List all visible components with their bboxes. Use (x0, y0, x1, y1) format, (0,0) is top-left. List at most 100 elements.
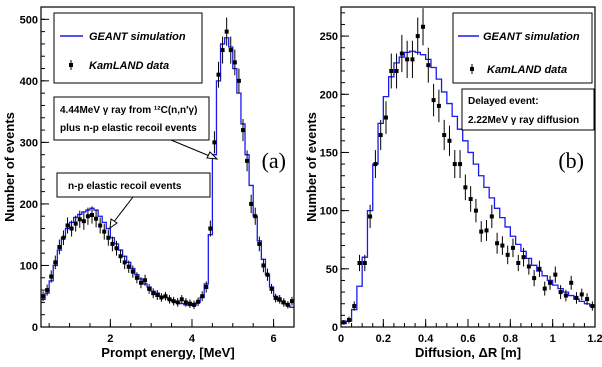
panel-b-data-marker (585, 297, 590, 302)
panel-b-ticks: 0 0.2 0.4 0.6 0.8 1 1.2 0 50 100 150 200 250 (320, 12, 602, 345)
panel-b-data-marker (426, 63, 431, 68)
panel-a-y-tick-label: 100 (20, 260, 38, 272)
panel-a-data-point (216, 61, 221, 88)
panel-a-y-tick-label: 0 (32, 322, 38, 334)
panel-a-ticks: 2 4 6 0 100 200 300 400 500 (20, 6, 295, 345)
panel-b-data-marker (574, 295, 579, 300)
panel-b-legend-data-label: KamLAND data (487, 64, 567, 76)
panel-a-data-marker (277, 297, 282, 302)
panel-b-data-point (431, 83, 436, 117)
panel-b-data-point (436, 89, 441, 123)
panel-b-data-marker (341, 320, 346, 325)
panel-a-data-marker (265, 272, 270, 277)
panel-b-data-marker (394, 69, 399, 73)
panel-a-data-marker (45, 288, 50, 293)
panel-b-data-point (569, 275, 574, 290)
panel-b-y-axis-label: Number of events (304, 112, 319, 222)
panel-b-data-marker (500, 243, 505, 248)
panel-a-data-marker (179, 297, 184, 302)
panel-a-data-point (200, 291, 205, 302)
panel-b-data-point (442, 119, 447, 151)
panel-a-data-point (163, 291, 168, 301)
panel-a-data-marker (208, 226, 213, 231)
panel-b-data-point (553, 266, 558, 283)
panel-b-y-tick-label: 250 (320, 31, 338, 43)
panel-a-annotation-recoil: n-p elastic recoil events (56, 172, 211, 230)
panel-a-data-marker (167, 297, 172, 302)
panel-a-data-point (240, 119, 245, 142)
panel-b-data-marker (484, 228, 489, 233)
panel-a-data-marker (253, 214, 258, 219)
panel-b-data-marker (505, 252, 510, 257)
panel-b-data-marker (558, 290, 563, 295)
panel-b-data-marker (521, 255, 526, 260)
panel-a-data-point (273, 293, 278, 303)
panel-a-annotation-carbon-line2: plus n-p elastic recoil events (60, 123, 197, 134)
panel-a-x-axis-label: Prompt energy, [MeV] (101, 345, 234, 360)
panel-b-data-marker (532, 276, 537, 281)
panel-b-data-marker (346, 318, 351, 323)
panel-b-data-marker (421, 24, 426, 29)
panel-a-data-point (147, 283, 152, 294)
panel-a-data-point (220, 36, 225, 64)
panel-a-data-marker (183, 300, 188, 305)
panel-a-data-marker (85, 214, 90, 219)
panel-a-data-point (126, 260, 131, 273)
panel-a-data-marker (155, 293, 160, 297)
panel-b-data-marker (542, 286, 547, 291)
panel-b-x-tick-label: 1 (550, 333, 556, 345)
panel-a-data-marker (90, 213, 95, 217)
panel-b-data-marker (548, 280, 553, 285)
panel-b-data-point (521, 247, 526, 267)
panel-a-data-point (98, 217, 103, 234)
panel-b-data-point (405, 40, 410, 78)
panel-b-data-point (548, 275, 553, 290)
panel-b-data-point (473, 199, 478, 223)
panel-a-data-point (81, 212, 86, 230)
panel-b-data-point (532, 269, 537, 287)
panel-a-data-point (232, 49, 237, 76)
panel-b-data-marker (463, 185, 468, 190)
panel-a-y-tick-label: 200 (20, 199, 38, 211)
panel-a-data-marker (236, 78, 241, 83)
panel-a-data-marker (261, 263, 266, 268)
panel-a-annotation-carbon-arrowhead (206, 151, 219, 160)
panel-a-annotation-carbon: 4.44MeV γ ray from ¹²C(n,n′γ) plus n-p e… (53, 96, 219, 160)
panel-b-data-point (495, 232, 500, 254)
panel-b-data-marker (352, 304, 357, 309)
panel-b-data-marker (495, 241, 500, 246)
panel-b-y-tick-label: 200 (320, 89, 338, 101)
panel-a-data-point (122, 255, 127, 270)
panel-a-data-marker (220, 48, 225, 53)
panel-b-data-point (479, 221, 484, 243)
panel-b-data-marker (452, 162, 457, 167)
panel-b-data-point (426, 47, 431, 83)
panel-b-y-tick-label: 0 (332, 322, 338, 334)
panel-b-data-point (368, 204, 373, 229)
panel-b-data-marker (431, 98, 436, 103)
panel-a-data-marker (151, 291, 156, 296)
panel-a-data-point (134, 272, 139, 284)
panel-a-data-marker (57, 245, 62, 249)
panel-b-data-point (590, 301, 595, 311)
panel-a-x-tick-label: 4 (189, 333, 196, 345)
panel-b-data-marker (447, 138, 452, 143)
panel-a-data-point (208, 220, 213, 237)
panel-a-data-point (183, 298, 188, 307)
panel-b-data-marker (473, 208, 478, 213)
panel-a-data-point (228, 36, 233, 64)
panel-b-data-point (346, 316, 351, 324)
panel-b-data-point (537, 260, 542, 277)
panel-a-annotation-recoil-arrow (112, 196, 134, 224)
panel-b-data-marker (553, 272, 558, 277)
panel-a-data-marker (110, 241, 115, 246)
panel-a-data-marker (269, 286, 274, 291)
panel-a-data-marker (285, 302, 290, 307)
panel-b-data-marker (362, 261, 367, 265)
panel-b-data-marker (357, 261, 362, 265)
panel-a-legend: GEANT simulation KamLAND data (53, 12, 203, 84)
panel-a-y-axis-label: Number of events (2, 112, 17, 222)
panel-a-data-point (90, 206, 95, 224)
panel-b-data-marker (579, 292, 584, 297)
